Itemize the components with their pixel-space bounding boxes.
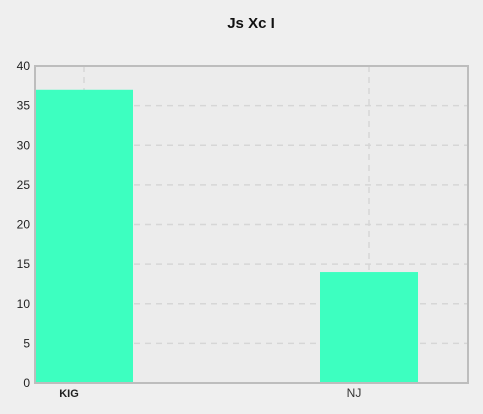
y-tick-label: 40 [17, 59, 31, 73]
y-tick-label: 25 [17, 178, 31, 192]
bar-nj [320, 272, 418, 383]
chart-title: Js Xc I [227, 15, 275, 32]
y-tick-label: 35 [17, 99, 31, 113]
y-tick-label: 0 [23, 376, 30, 390]
y-axis: 0 5 10 15 20 25 30 35 40 [17, 59, 31, 390]
y-tick-label: 5 [23, 336, 30, 350]
bar-kig [35, 89, 133, 384]
bars [35, 89, 418, 384]
x-axis: KIG NJ [59, 386, 361, 400]
x-tick-label: NJ [347, 386, 362, 400]
y-tick-label: 10 [17, 297, 31, 311]
y-tick-label: 15 [17, 257, 31, 271]
y-tick-label: 20 [17, 218, 31, 232]
y-tick-label: 30 [17, 138, 31, 152]
plot-frame [34, 65, 469, 384]
x-tick-label: KIG [59, 388, 79, 400]
